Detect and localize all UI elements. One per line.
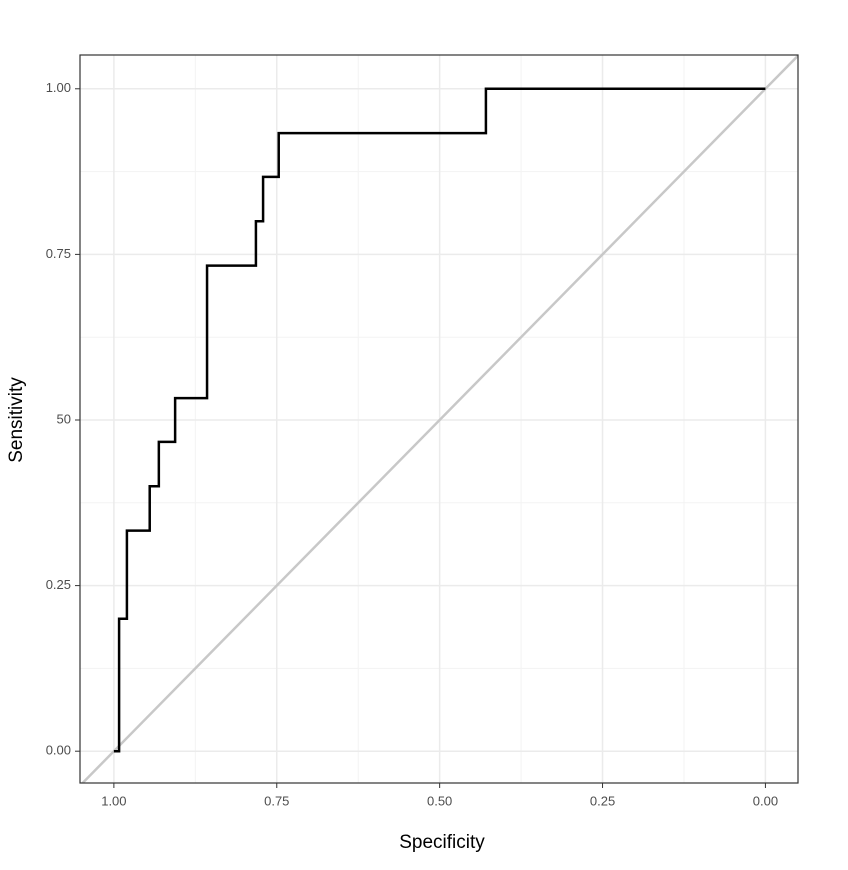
y-tick-label: 0.00 [46, 743, 71, 758]
grid [80, 55, 798, 783]
x-tick-label: 0.75 [264, 793, 289, 808]
y-tick-label: 0.25 [46, 577, 71, 592]
y-tick-label: 1.00 [46, 80, 71, 95]
y-axis-title: Sensitivity [6, 377, 27, 463]
reference-line [80, 55, 798, 783]
y-tick-label: 0.75 [46, 246, 71, 261]
panel-border [79, 54, 799, 784]
plot-area [80, 55, 798, 783]
roc-curve [113, 87, 766, 753]
x-tick-label: 0.25 [590, 793, 615, 808]
x-tick-label: 1.00 [101, 793, 126, 808]
x-axis-title: Specificity [399, 832, 485, 853]
x-tick-label: 0.50 [427, 793, 452, 808]
x-tick-label: 0.00 [753, 793, 778, 808]
y-tick-label: 50 [57, 411, 71, 426]
